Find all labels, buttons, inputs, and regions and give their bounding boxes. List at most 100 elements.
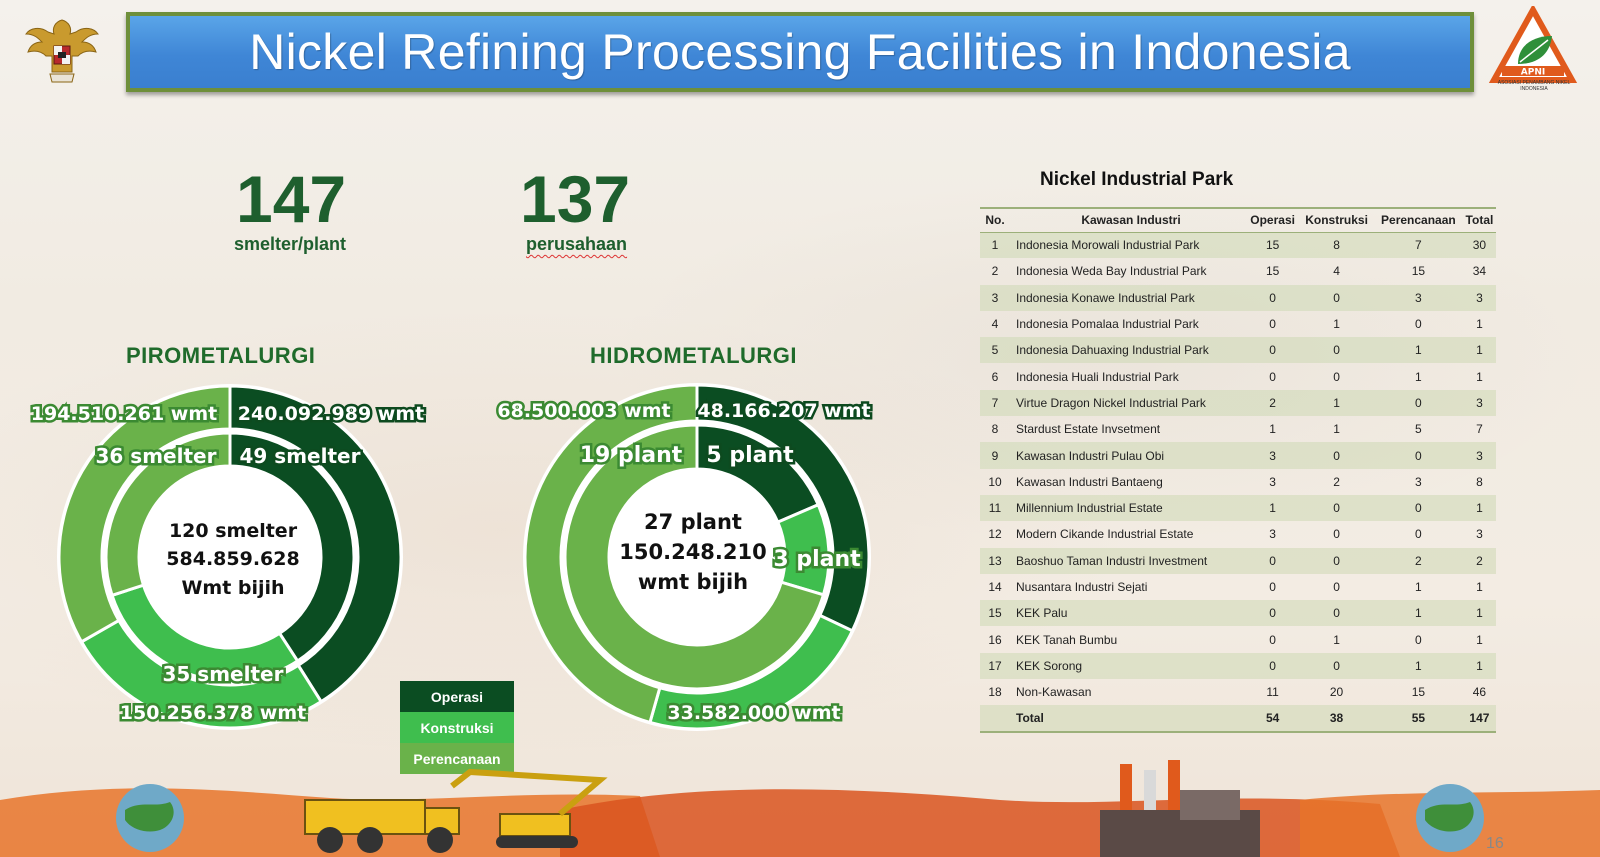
cell-no: 7 xyxy=(980,389,1010,417)
cell-kawasan: Baoshuo Taman Industri Investment xyxy=(1010,547,1246,574)
cell-total: 30 xyxy=(1462,232,1496,259)
cell-total: 147 xyxy=(1462,705,1496,733)
cell-kawasan: KEK Tanah Bumbu xyxy=(1016,632,1118,647)
cell-kawasan: Indonesia Huali Industrial Park xyxy=(1016,369,1179,384)
cell-operasi: 3 xyxy=(1269,527,1276,542)
cell-no: 17 xyxy=(980,652,1010,680)
hydro-label-operasi-wmt: 48.166.207 wmt xyxy=(697,400,870,422)
cell-perencanaan: 1 xyxy=(1373,600,1463,627)
cell-konstruksi: 1 xyxy=(1299,389,1374,417)
table-row: 18 Non-Kawasan 11 20 15 46 xyxy=(980,679,1496,705)
cell-konstruksi: 1 xyxy=(1333,632,1340,647)
cell-total: 3 xyxy=(1462,442,1496,469)
cell-kawasan: KEK Palu xyxy=(1010,600,1246,627)
pyro-center-unit-label: Wmt bijih xyxy=(181,577,284,599)
hydro-label-perencanaan-wmt: 68.500.003 wmt xyxy=(497,400,670,422)
table-row: 4 Indonesia Pomalaa Industrial Park 0 1 0 1 xyxy=(980,311,1496,337)
hydro-label-konstruksi-units: 3 plant xyxy=(773,547,861,572)
cell-konstruksi: 0 xyxy=(1299,442,1374,469)
pyro-label-operasi-wmt: 240.092.989 wmt xyxy=(238,403,424,425)
cell-kawasan: Indonesia Weda Bay Industrial Park xyxy=(1016,264,1207,279)
cell-perencanaan: 0 xyxy=(1415,317,1422,332)
pyro-inner-slice-perencanaan xyxy=(104,431,232,598)
col-header-perencanaan: Perencanaan xyxy=(1373,207,1463,233)
cell-no: 12 xyxy=(988,527,1002,542)
table-row: 6 Indonesia Huali Industrial Park 0 0 1 1 xyxy=(980,363,1496,389)
cell-no: 5 xyxy=(980,337,1010,364)
stat-company-count: 137 xyxy=(520,162,631,236)
cell-no xyxy=(980,705,1010,733)
table-row: 16 KEK Tanah Bumbu 0 1 0 1 xyxy=(980,626,1496,652)
cell-no: 18 xyxy=(988,685,1002,700)
cell-operasi: 0 xyxy=(1246,337,1300,364)
cell-konstruksi: 2 xyxy=(1333,474,1340,489)
stat-smelter-label: smelter/plant xyxy=(234,234,347,254)
pyro-label-perencanaan-wmt: 194.510.261 wmt xyxy=(31,403,217,425)
legend-konstruksi: Konstruksi xyxy=(400,712,514,743)
dump-truck-icon xyxy=(304,799,460,853)
garuda-emblem-icon xyxy=(25,19,99,83)
cell-total: 1 xyxy=(1462,652,1496,680)
cell-konstruksi: 0 xyxy=(1299,600,1374,627)
cell-perencanaan: 1 xyxy=(1415,580,1422,594)
col-header-kawasan: Kawasan Industri xyxy=(1010,207,1246,233)
table-row: 3 Indonesia Konawe Industrial Park 0 0 3 3 xyxy=(980,284,1496,311)
park-table-body: 1 Indonesia Morowali Industrial Park 15 8 7 3… xyxy=(980,232,1496,733)
cell-operasi: 15 xyxy=(1265,264,1280,279)
cell-total: 1 xyxy=(1476,369,1483,384)
table-row: 5 Indonesia Dahuaxing Industrial Park 0 0 1 1 xyxy=(980,337,1496,364)
hydro-outer-slice-perencanaan xyxy=(523,383,699,725)
cell-perencanaan: 0 xyxy=(1373,442,1463,469)
cell-konstruksi: 0 xyxy=(1299,547,1374,574)
cell-no: 1 xyxy=(980,232,1010,259)
cell-operasi: 0 xyxy=(1269,369,1276,384)
cell-operasi: 3 xyxy=(1246,442,1300,469)
hydro-center xyxy=(611,471,783,643)
cell-operasi: 1 xyxy=(1246,494,1300,522)
hydro-inner-slice-perencanaan xyxy=(563,423,826,691)
hydro-label-konstruksi-wmt: 33.582.000 wmt xyxy=(667,702,840,724)
pyro-outer-slice-perencanaan xyxy=(57,384,232,644)
pirometalurgi-title: PIROMETALURGI xyxy=(126,343,316,368)
cell-kawasan: Modern Cikande Industrial Estate xyxy=(1016,527,1194,542)
hydro-label-operasi-units: 5 plant xyxy=(706,443,794,468)
factory-icon xyxy=(1100,760,1260,857)
cell-operasi: 1 xyxy=(1269,422,1276,437)
col-header-no: No. xyxy=(980,207,1010,233)
cell-perencanaan: 3 xyxy=(1415,474,1422,489)
cell-operasi: 0 xyxy=(1269,317,1276,332)
cell-perencanaan: 0 xyxy=(1373,494,1463,522)
excavator-icon xyxy=(450,768,608,848)
pyro-outer-slice-operasi xyxy=(228,384,403,704)
cell-operasi: 0 xyxy=(1246,547,1300,574)
table-row: 17 KEK Sorong 0 0 1 1 xyxy=(980,652,1496,680)
cell-kawasan: Indonesia Dahuaxing Industrial Park xyxy=(1010,337,1246,364)
cell-perencanaan: 2 xyxy=(1373,547,1463,574)
legend-operasi: Operasi xyxy=(400,681,514,712)
cell-no: 13 xyxy=(980,547,1010,574)
table-row: 12 Modern Cikande Industrial Estate 3 0 0 3 xyxy=(980,521,1496,547)
cell-total: 1 xyxy=(1476,580,1483,594)
cell-perencanaan: 5 xyxy=(1415,422,1422,437)
cell-konstruksi: 1 xyxy=(1333,317,1340,332)
legend-perencanaan: Perencanaan xyxy=(400,743,514,774)
footer-illustration xyxy=(0,760,1600,857)
hidrometalurgi-title: HIDROMETALURGI xyxy=(590,343,798,368)
apni-caption: ASOSIASI PENAMBANG NIKEL INDONESIA xyxy=(1497,80,1571,92)
cell-konstruksi: 0 xyxy=(1299,494,1374,522)
chart-legend: Operasi Konstruksi Perencanaan xyxy=(400,681,514,774)
cell-konstruksi: 8 xyxy=(1299,232,1374,259)
cell-operasi: 3 xyxy=(1269,474,1276,489)
table-row: 13 Baoshuo Taman Industri Investment 0 0 2 2 xyxy=(980,547,1496,574)
cell-kawasan: Kawasan Industri Pulau Obi xyxy=(1010,442,1246,469)
cell-total: 2 xyxy=(1462,547,1496,574)
page-number: 16 xyxy=(1486,835,1504,852)
cell-total: 3 xyxy=(1476,527,1483,542)
cell-perencanaan: 1 xyxy=(1373,337,1463,364)
cell-operasi: 15 xyxy=(1246,232,1300,259)
table-row: 9 Kawasan Industri Pulau Obi 3 0 0 3 xyxy=(980,442,1496,469)
cell-total: 1 xyxy=(1462,494,1496,522)
apni-logo-text: APNI xyxy=(1521,68,1545,78)
table-row: 8 Stardust Estate Invsetment 1 1 5 7 xyxy=(980,416,1496,442)
